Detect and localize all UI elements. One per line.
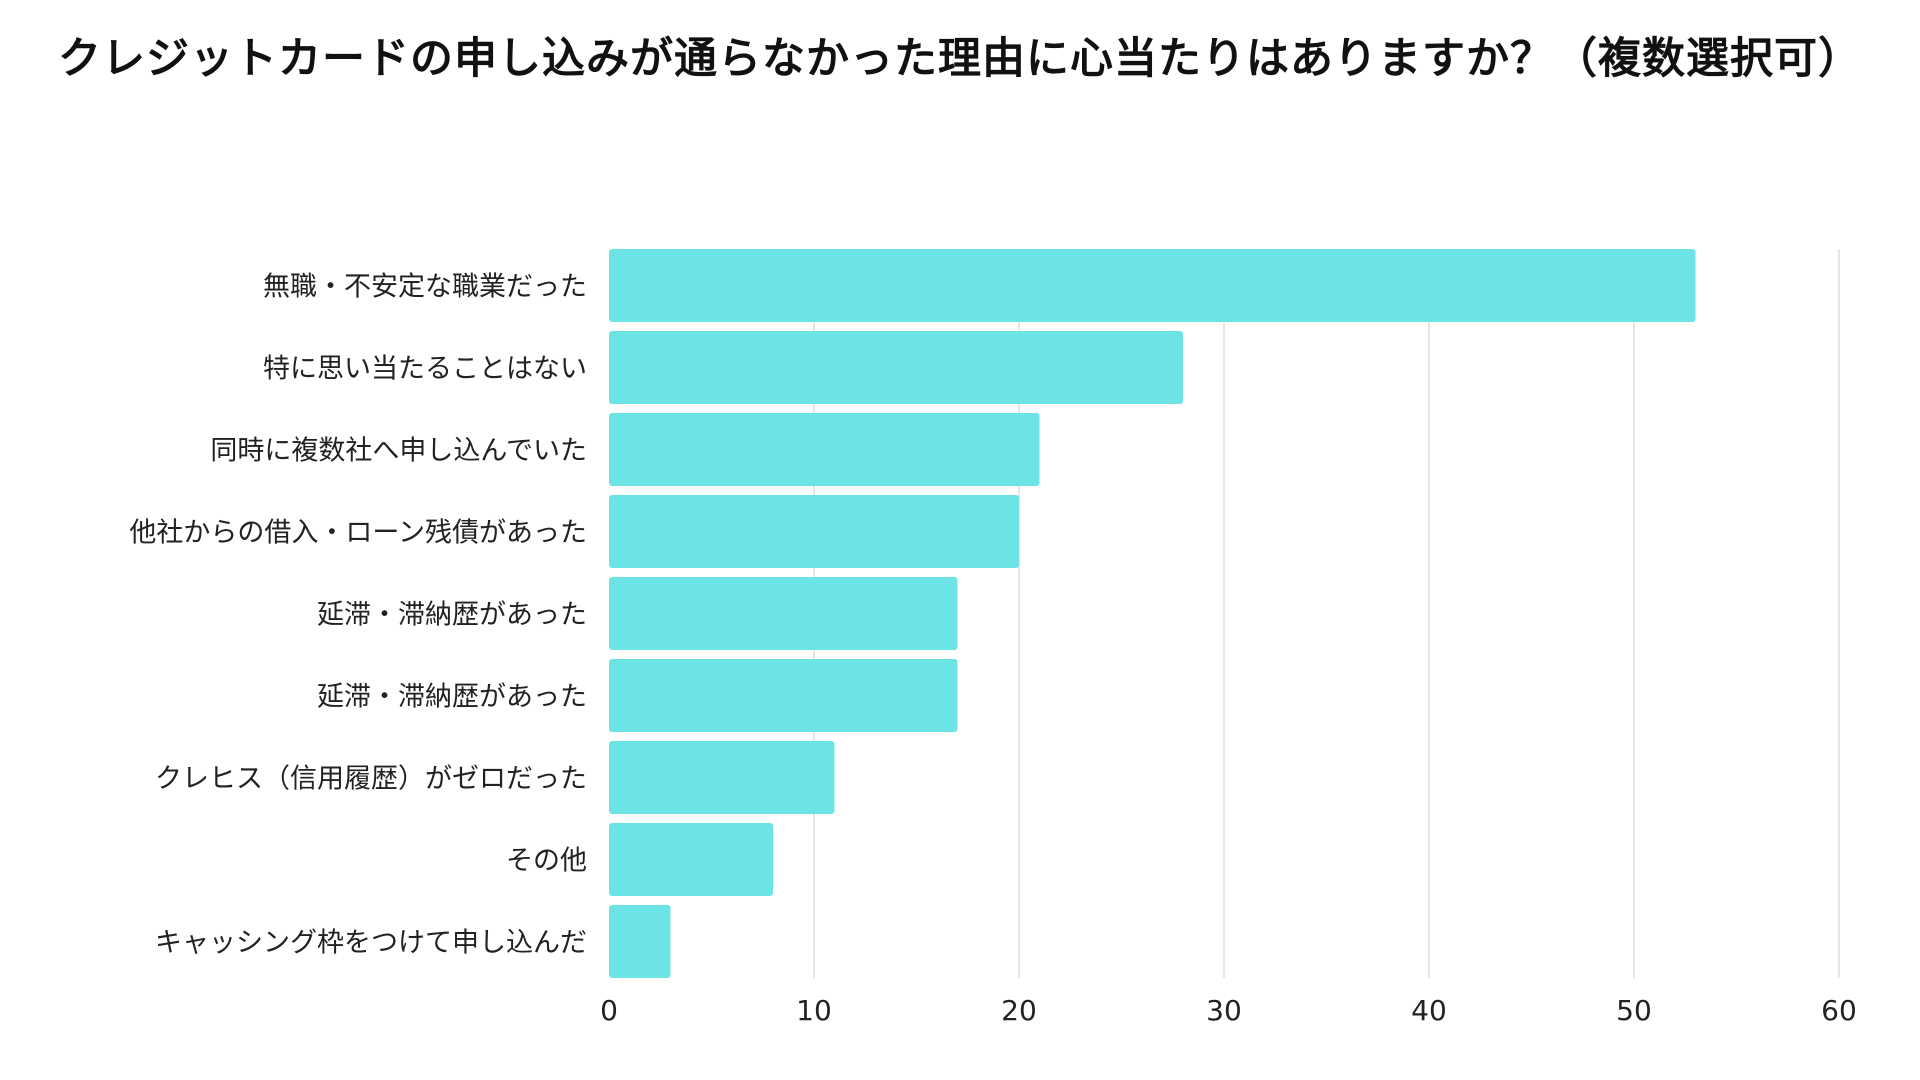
- bar-4: [609, 577, 958, 650]
- bar-7: [609, 823, 773, 896]
- x-tick-label-10: 10: [796, 994, 832, 1027]
- category-label-6: クレヒス（信用履歴）がゼロだった: [155, 764, 587, 795]
- bar-1: [609, 331, 1183, 404]
- category-label-5: 延滞・滞納歴があった: [317, 682, 587, 713]
- x-tick-label-40: 40: [1411, 994, 1447, 1027]
- bar-0: [609, 249, 1696, 322]
- x-tick-label-50: 50: [1616, 994, 1652, 1027]
- x-tick-label-60: 60: [1821, 994, 1857, 1027]
- category-label-1: 特に思い当たることはない: [263, 354, 587, 385]
- category-label-0: 無職・不安定な職業だった: [263, 272, 587, 303]
- category-label-7: その他: [506, 846, 587, 877]
- category-label-4: 延滞・滞納歴があった: [317, 600, 587, 631]
- bar-2: [609, 413, 1040, 486]
- bar-6: [609, 741, 835, 814]
- bar-3: [609, 495, 1019, 568]
- category-label-3: 他社からの借入・ローン残債があった: [129, 518, 587, 549]
- chart-title: クレジットカードの申し込みが通らなかった理由に心当たりはありますか？（複数選択可…: [58, 34, 1862, 84]
- x-tick-label-30: 30: [1206, 994, 1242, 1027]
- bar-5: [609, 659, 958, 732]
- x-tick-label-0: 0: [600, 994, 618, 1027]
- category-label-2: 同時に複数社へ申し込んでいた: [210, 436, 587, 467]
- bar-8: [609, 905, 671, 978]
- category-label-8: キャッシング枠をつけて申し込んだ: [155, 928, 587, 959]
- x-tick-label-20: 20: [1001, 994, 1037, 1027]
